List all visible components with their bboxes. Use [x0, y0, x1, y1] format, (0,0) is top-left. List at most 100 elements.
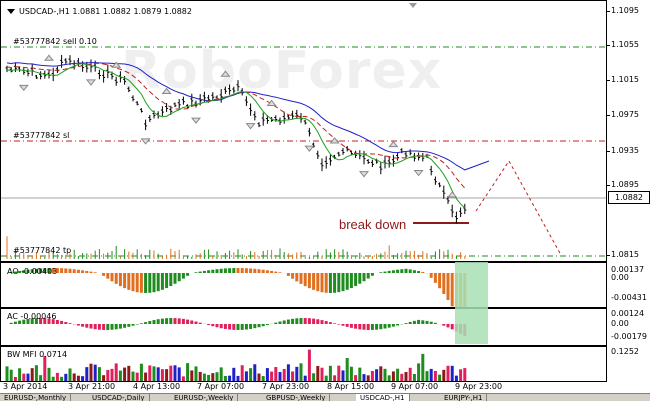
ac-bar	[77, 324, 80, 326]
ao-bar	[400, 269, 403, 273]
ao-bar	[153, 273, 156, 292]
mfi-bar	[279, 372, 282, 381]
mfi-bar	[10, 370, 13, 381]
ao-bar	[123, 273, 126, 288]
mfi-pane[interactable]: BW MFI 0.0714	[0, 346, 607, 382]
ac-bar	[413, 321, 416, 324]
fractal-arrow	[221, 71, 229, 76]
ac-bar	[249, 324, 252, 329]
ac-axis: 0.00124 0.00 -0.00179	[607, 308, 650, 346]
mfi-bar	[379, 366, 382, 381]
ac-bar	[10, 323, 13, 324]
mfi-bar	[371, 371, 374, 381]
ao-bar	[136, 273, 139, 292]
mfi-bar	[346, 358, 349, 381]
ao-bar	[442, 273, 445, 294]
ao-bar	[434, 273, 437, 283]
ao-bar	[174, 273, 177, 284]
mfi-bar	[111, 369, 114, 381]
ao-bar	[342, 273, 345, 291]
price-tick: 1.0975	[611, 110, 639, 119]
ao-bar	[224, 268, 227, 273]
ao-bar	[291, 273, 294, 279]
ao-bar	[333, 273, 336, 293]
ao-bar	[115, 273, 118, 284]
ac-bar	[266, 324, 269, 325]
ac-bar	[140, 323, 143, 324]
ac-bar	[69, 323, 72, 324]
ao-bar	[274, 272, 277, 273]
ac-bar	[363, 324, 366, 330]
ao-bar	[371, 273, 374, 276]
order-label-sell[interactable]: #53777842 sell 0.10	[13, 37, 97, 46]
ac-bar	[430, 322, 433, 324]
ac-bar	[64, 322, 67, 324]
order-label-tp[interactable]: #53777842 tp	[13, 246, 71, 255]
mfi-bar	[90, 364, 93, 381]
ac-bar	[287, 320, 290, 324]
ac-bar	[132, 324, 135, 326]
ao-bar	[258, 269, 261, 273]
ao-bar	[69, 269, 72, 273]
ac-bar	[392, 324, 395, 327]
fractal-arrow	[247, 124, 255, 129]
ac-bar	[119, 324, 122, 329]
mfi-bar	[241, 365, 244, 381]
fractal-arrow	[415, 170, 423, 175]
ao-bar	[300, 273, 303, 284]
ao-bar	[346, 273, 349, 290]
ao-bar	[304, 273, 307, 286]
ac-bar	[85, 324, 88, 328]
ac-bar	[207, 324, 210, 325]
mfi-bar	[178, 367, 181, 381]
ac-bar	[224, 324, 227, 329]
mfi-bar	[195, 366, 198, 381]
price-tick: 1.0895	[611, 180, 639, 189]
ac-bar	[274, 323, 277, 324]
ao-pane[interactable]: AO -0.00403	[0, 262, 607, 308]
main-chart-pane[interactable]: USDCAD-,H1 1.0881 1.0882 1.0879 1.0882 R…	[0, 0, 607, 262]
ao-bar	[169, 273, 172, 286]
mfi-bar	[216, 372, 219, 381]
ac-bar	[169, 318, 172, 324]
ao-bar	[94, 272, 97, 273]
ac-bar	[98, 324, 101, 330]
ac-bar	[342, 324, 345, 326]
mfi-bar	[22, 374, 25, 381]
ac-histogram	[1, 309, 606, 345]
ac-bar	[115, 324, 118, 329]
ac-bar	[396, 324, 399, 325]
ao-bar	[73, 269, 76, 273]
mfi-bar	[106, 370, 109, 381]
mfi-bar	[274, 367, 277, 381]
ac-bar	[417, 320, 420, 324]
ao-bar	[216, 269, 219, 273]
time-tick: 3 Apr 2014	[3, 382, 47, 391]
mfi-bar	[430, 369, 433, 381]
ac-pane[interactable]: AC -0.00046	[0, 308, 607, 346]
mfi-bar	[127, 366, 130, 381]
ao-bar	[102, 273, 105, 276]
ao-bar	[337, 273, 340, 292]
mfi-bar	[258, 374, 261, 381]
ao-bar	[367, 273, 370, 279]
mfi-bar	[459, 369, 462, 381]
price-axis[interactable]: 1.1095 1.1055 1.1015 1.0975 1.0935 1.089…	[607, 0, 650, 262]
order-label-sl[interactable]: #53777842 sl	[13, 131, 69, 140]
ao-bar	[232, 268, 235, 273]
ao-bar	[144, 273, 147, 293]
ao-bar	[350, 273, 353, 288]
ac-bar	[321, 320, 324, 324]
ac-bar	[123, 324, 126, 328]
ac-bar	[426, 321, 429, 324]
ac-tick-top: 0.00124	[611, 309, 644, 318]
mfi-bar	[253, 364, 256, 381]
ac-bar	[451, 324, 454, 329]
ac-bar	[245, 324, 248, 330]
mfi-bar	[384, 369, 387, 381]
mfi-bar	[123, 368, 126, 381]
time-tick: 7 Apr 23:00	[262, 382, 309, 391]
ac-bar	[228, 324, 231, 330]
ao-bar	[279, 272, 282, 273]
ao-bar	[165, 273, 168, 288]
